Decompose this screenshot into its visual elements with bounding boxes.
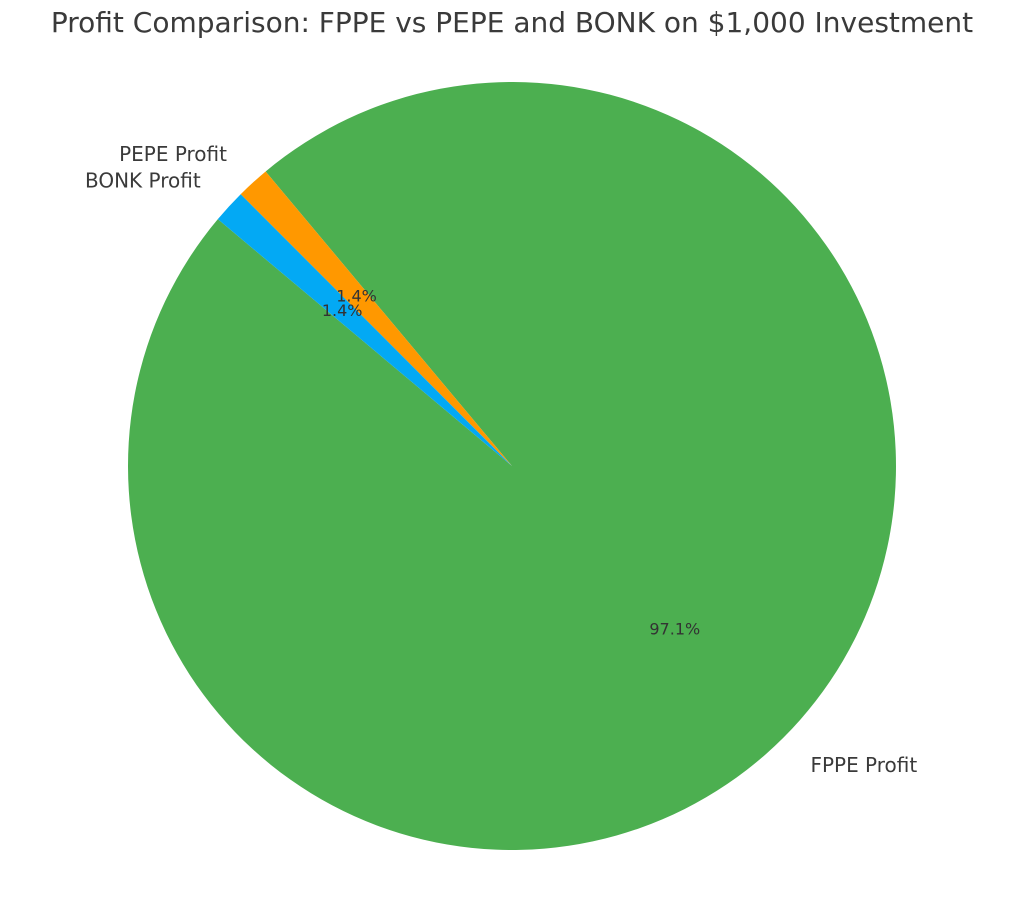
category-label-bonk-profit: BONK Profit — [85, 169, 201, 193]
category-label-pepe-profit: PEPE Profit — [119, 142, 227, 166]
percent-label-pepe-profit: 1.4% — [336, 286, 377, 305]
chart-title: Profit Comparison: FPPE vs PEPE and BONK… — [50, 6, 974, 39]
pie-labels: 97.1% FPPE Profit 1.4% PEPE Profit 1.4% BONK … — [85, 142, 917, 777]
pie-slice-fppe-profit — [128, 82, 896, 851]
pie-slice-bonk-profit — [217, 194, 512, 466]
pie-slice-pepe-profit — [240, 171, 512, 467]
pie-slices — [128, 82, 896, 851]
percent-label-bonk-profit: 1.4% — [322, 301, 363, 320]
percent-label-fppe-profit: 97.1% — [649, 620, 700, 639]
category-label-fppe-profit: FPPE Profit — [810, 753, 917, 777]
